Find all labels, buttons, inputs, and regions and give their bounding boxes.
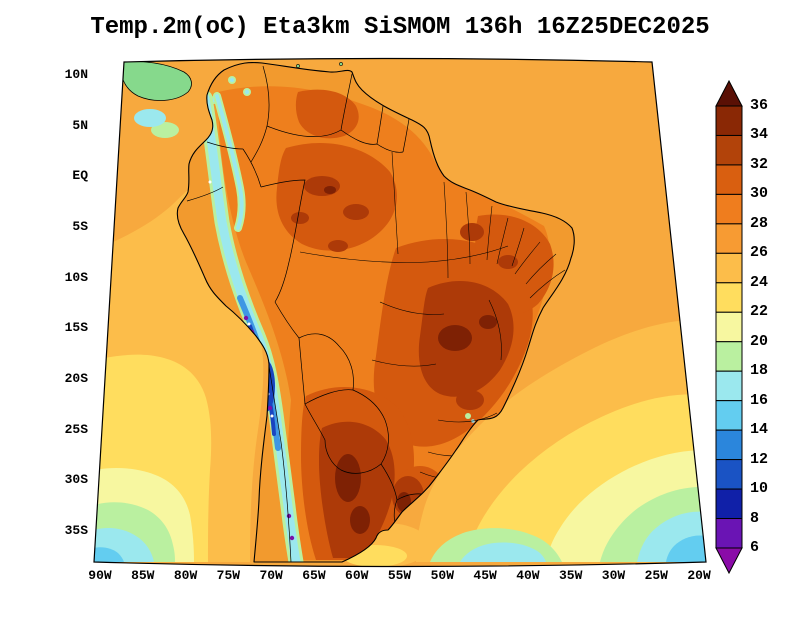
x-axis-label: 30W bbox=[601, 568, 626, 583]
x-axis-label: 35W bbox=[558, 568, 583, 583]
colorbar-cell bbox=[715, 223, 743, 254]
x-axis-label: 65W bbox=[302, 568, 326, 583]
y-axis-label: 5N bbox=[72, 117, 88, 133]
colorbar-cell bbox=[715, 459, 743, 490]
temperature-field bbox=[94, 58, 706, 567]
x-axis-label: 40W bbox=[516, 568, 540, 583]
colorbar-label: 14 bbox=[750, 421, 769, 439]
colorbar-cell bbox=[715, 134, 743, 166]
state-borders bbox=[299, 151, 566, 479]
colorbar-label: 12 bbox=[750, 450, 769, 468]
y-axis-label: 20S bbox=[64, 371, 88, 387]
x-axis-label: 90W bbox=[88, 568, 112, 583]
colorbar-cell bbox=[715, 341, 743, 372]
colorbar-cell bbox=[715, 311, 743, 343]
colorbar-label: 26 bbox=[750, 244, 769, 262]
colorbar-cell bbox=[715, 105, 743, 136]
country-borders bbox=[186, 65, 436, 563]
colorbar bbox=[715, 79, 743, 575]
x-axis-label: 25W bbox=[644, 568, 668, 583]
x-axis-label: 75W bbox=[216, 568, 241, 583]
colorbar-cell bbox=[715, 164, 743, 195]
colorbar-label: 20 bbox=[750, 332, 769, 350]
colorbar-label: 34 bbox=[750, 126, 769, 144]
colorbar-label: 36 bbox=[750, 97, 769, 114]
x-axis-label: 20W bbox=[687, 568, 711, 583]
y-axis-label: 35S bbox=[64, 523, 88, 539]
y-axis-label: 25S bbox=[64, 421, 88, 437]
colorbar-label: 24 bbox=[750, 273, 769, 291]
coastline bbox=[176, 61, 575, 563]
colorbar-label: 32 bbox=[750, 155, 769, 173]
y-axis-label: 10N bbox=[64, 67, 88, 82]
colorbar-label: 18 bbox=[750, 362, 769, 380]
colorbar-label: 10 bbox=[750, 480, 769, 498]
page-title: Temp.2m(oC) Eta3km SiSMOM 136h 16Z25DEC2… bbox=[90, 14, 710, 41]
x-axis-label: 45W bbox=[473, 568, 497, 583]
colorbar-cell bbox=[715, 488, 743, 520]
ocean-14-16-zone bbox=[94, 535, 706, 562]
x-axis-label: 85W bbox=[131, 568, 155, 583]
colorbar-label: 22 bbox=[750, 303, 769, 321]
x-axis-label: 80W bbox=[173, 568, 198, 583]
y-axis-label: 15S bbox=[64, 320, 88, 336]
x-axis-label: 60W bbox=[345, 568, 369, 583]
colorbar-label: 8 bbox=[750, 509, 760, 527]
colorbar-cell bbox=[715, 429, 743, 461]
colorbar-top-arrow bbox=[715, 79, 743, 107]
colorbar-cell bbox=[715, 518, 743, 549]
x-axis-label: 70W bbox=[259, 568, 283, 583]
colorbar-label: 28 bbox=[750, 214, 769, 232]
y-axis-label: 30S bbox=[64, 472, 88, 488]
y-axis-label: EQ bbox=[72, 168, 88, 184]
colorbar-label: 30 bbox=[750, 185, 769, 203]
y-axis-label: 10S bbox=[64, 269, 88, 285]
colorbar-label: 6 bbox=[750, 538, 760, 556]
colorbar-cell bbox=[715, 252, 743, 284]
colorbar-label: 16 bbox=[750, 391, 769, 409]
x-axis-label: 55W bbox=[387, 568, 412, 583]
x-axis-label: 50W bbox=[430, 568, 455, 583]
colorbar-cell bbox=[715, 370, 743, 402]
y-axis-label: 5S bbox=[72, 219, 88, 234]
colorbar-bottom-arrow bbox=[715, 547, 743, 575]
colorbar-cell bbox=[715, 193, 743, 225]
colorbar-cell bbox=[715, 282, 743, 313]
map-domain-outline bbox=[93, 57, 707, 568]
colorbar-cell bbox=[715, 400, 743, 431]
